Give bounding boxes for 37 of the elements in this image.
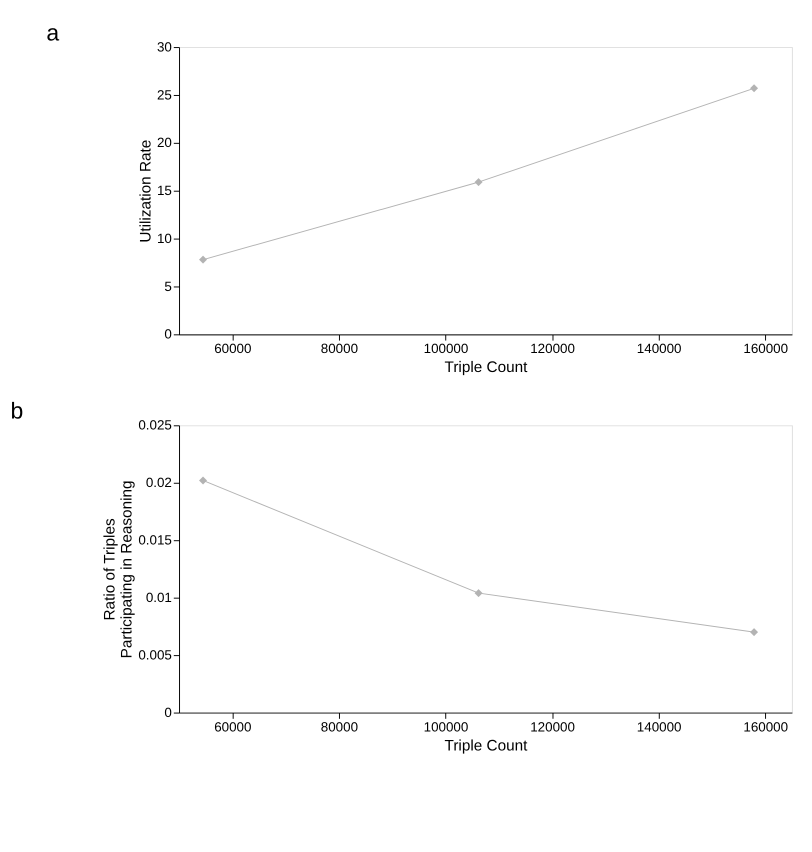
y-tick-label: 0.015 — [138, 532, 172, 548]
point — [750, 84, 758, 92]
x-tick-label: 80000 — [320, 719, 358, 734]
y-tick-label: 0.025 — [138, 418, 172, 433]
chart-title: a — [46, 19, 60, 46]
y-tick-label: 0.005 — [138, 647, 172, 662]
point — [474, 178, 483, 186]
x-tick-label: 160000 — [743, 341, 788, 356]
x-axis-title: Triple Count — [444, 359, 528, 376]
point — [199, 476, 208, 484]
x-tick-label: 60000 — [214, 341, 252, 356]
point — [474, 589, 483, 598]
y-tick-label: 0.01 — [146, 590, 172, 605]
point — [199, 256, 208, 264]
y-tick-label: 30 — [156, 39, 172, 54]
x-tick-label: 100000 — [424, 341, 468, 356]
y-tick-label: 0.02 — [146, 475, 172, 490]
y-axis-title: Ratio of Triples Participating in Reasoning — [101, 480, 136, 658]
x-tick-label: 160000 — [743, 719, 788, 734]
x-tick-label: 140000 — [636, 719, 682, 734]
y-tick-label: 20 — [156, 135, 172, 150]
x-tick-label: 60000 — [214, 719, 252, 734]
point — [750, 628, 758, 636]
x-tick-label: 140000 — [636, 341, 682, 356]
y-tick-label: 0 — [164, 326, 172, 342]
y-tick-label: 0 — [164, 704, 172, 720]
x-tick-label: 100000 — [424, 719, 468, 734]
y-tick-label: 25 — [156, 87, 172, 102]
x-tick-label: 80000 — [320, 341, 358, 356]
y-tick-label: 10 — [156, 230, 172, 246]
y-axis-title: Utilization Rate — [137, 140, 154, 243]
chart-title: b — [10, 398, 24, 424]
x-tick-label: 120000 — [530, 341, 575, 356]
x-tick-label: 120000 — [530, 719, 575, 734]
x-axis-title: Triple Count — [444, 737, 528, 754]
y-tick-label: 5 — [164, 278, 172, 294]
y-tick-label: 15 — [156, 183, 172, 198]
